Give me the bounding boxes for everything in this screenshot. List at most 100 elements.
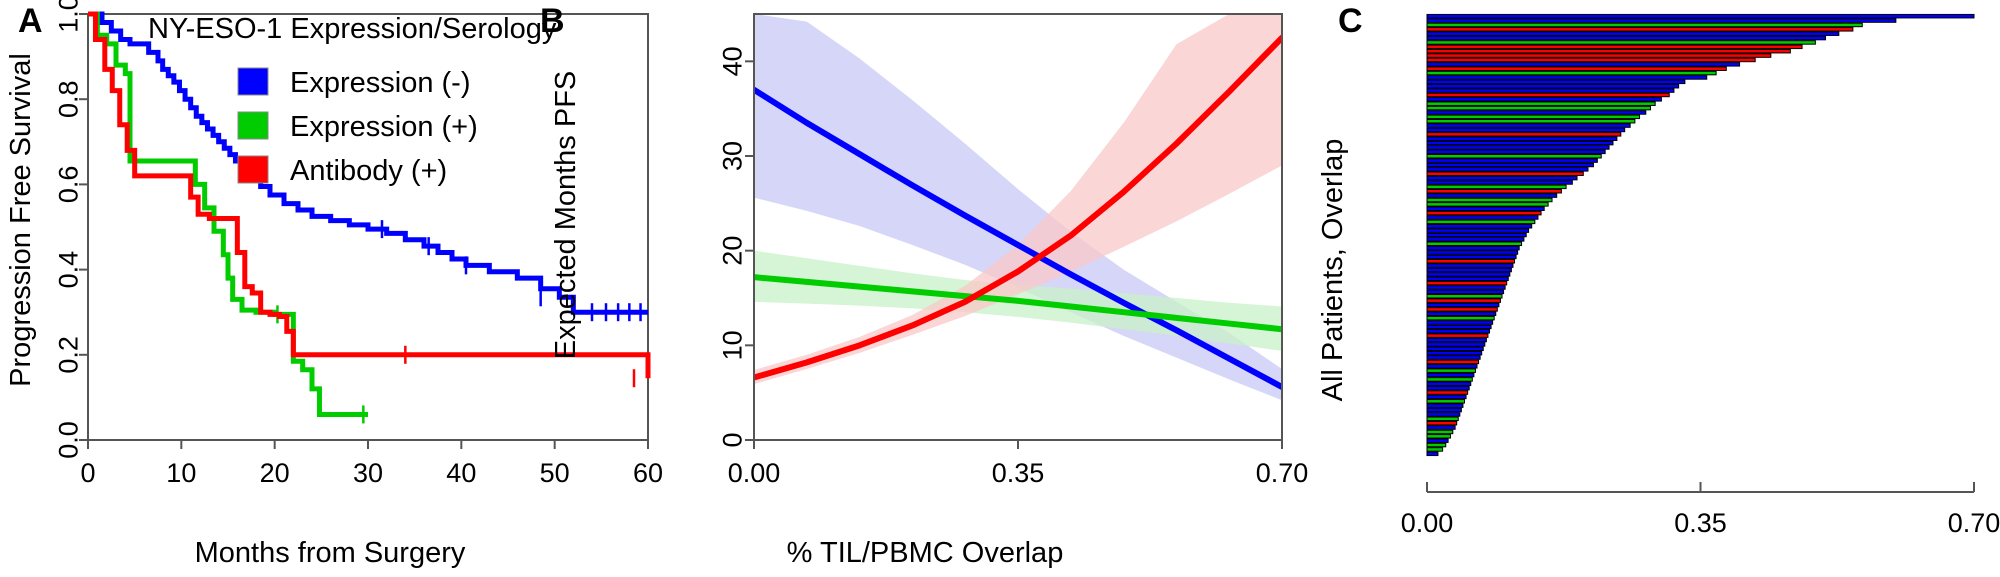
panel-a-chart: A 0.0 0.2 0.4 0.6 0.8 1.0 0 10 20 30 40 50 60 NY-ES… — [5, 0, 663, 569]
panel-c-bar — [1426, 394, 1467, 400]
panel-c-bar — [1426, 237, 1525, 242]
panel-c-bar — [1426, 425, 1456, 430]
panel-c-bar — [1426, 132, 1622, 137]
panel-c-bar — [1426, 188, 1562, 194]
panel-b-x-tick-labels: 0.00 0.35 0.70 — [728, 458, 1309, 488]
panel-c-bar — [1426, 105, 1651, 111]
panel-c-bar — [1426, 31, 1840, 36]
panel-c-bar — [1426, 324, 1492, 330]
panel-c-bar — [1426, 79, 1686, 85]
panel-a-legend-label-1: Expression (+) — [290, 111, 478, 143]
panel-c-bar — [1426, 184, 1567, 190]
panel-c-bar — [1426, 381, 1472, 387]
panel-a-y-tick-3: 0.6 — [53, 166, 83, 204]
panel-c-y-axis-title: All Patients, Overlap — [1317, 139, 1349, 402]
panel-a-x-tick-6: 60 — [633, 458, 663, 488]
panel-c-bar — [1426, 35, 1827, 41]
panel-c-bars — [1426, 13, 1975, 457]
panel-b-y-tick-2: 20 — [717, 236, 747, 266]
panel-c-bar — [1426, 114, 1641, 120]
panel-a-x-tick-2: 20 — [260, 458, 290, 488]
panel-a-legend-label-2: Antibody (+) — [290, 155, 447, 187]
panel-c-bar — [1426, 197, 1553, 203]
panel-c-bar — [1426, 407, 1462, 413]
panel-c-bar — [1426, 210, 1542, 216]
panel-c-bar — [1426, 250, 1519, 255]
panel-c-bar — [1426, 267, 1512, 273]
panel-c-bar — [1426, 223, 1533, 229]
panel-c-bar — [1426, 320, 1494, 325]
panel-b-x-tick-0: 0.00 — [728, 458, 781, 488]
panel-c-bar — [1426, 342, 1486, 347]
panel-c-bar — [1426, 451, 1439, 457]
panel-c-bar — [1426, 140, 1614, 146]
panel-c-bar — [1426, 18, 1897, 23]
panel-c-bar — [1426, 228, 1530, 233]
panel-c-bar — [1426, 355, 1481, 360]
panel-a-y-tick-1: 0.2 — [53, 336, 83, 374]
panel-c-bar — [1426, 145, 1610, 150]
panel-b-y-tick-1: 10 — [717, 330, 747, 360]
panel-b-y-tick-0: 0 — [717, 432, 747, 447]
panel-c-x-tick-1: 0.35 — [1674, 508, 1727, 538]
panel-c-bar — [1426, 22, 1863, 28]
panel-b-ci-band-2 — [754, 14, 1282, 385]
panel-c-bar — [1426, 53, 1772, 58]
panel-c-bar — [1426, 272, 1511, 277]
panel-c-bar — [1426, 333, 1489, 338]
panel-a-x-tick-3: 30 — [353, 458, 383, 488]
panel-c-bar — [1426, 70, 1717, 76]
panel-b-fit-curves — [754, 34, 1282, 390]
panel-c-bar — [1426, 110, 1647, 115]
panel-letter-a: A — [18, 2, 43, 40]
panel-b-chart: B 0 10 20 30 40 0.00 0.35 0.70 % TIL/PBMC Over… — [540, 2, 1309, 569]
panel-c-bar — [1426, 180, 1573, 185]
panel-c-bar — [1426, 136, 1618, 141]
panel-c-bar — [1426, 44, 1803, 50]
panel-b-y-tick-4: 40 — [717, 46, 747, 76]
panel-c-bar — [1426, 241, 1523, 247]
panel-c-bar — [1426, 27, 1854, 32]
panel-c-bar — [1426, 149, 1606, 155]
panel-a: A 0.0 0.2 0.4 0.6 0.8 1.0 0 10 20 30 40 50 60 NY-ES… — [0, 0, 663, 577]
panel-c-bar — [1426, 276, 1509, 282]
panel-a-y-tick-2: 0.4 — [53, 251, 83, 289]
panel-c-bar — [1426, 259, 1516, 264]
panel-a-curve-1 — [88, 11, 368, 417]
panel-c-bar — [1426, 193, 1558, 198]
panel-c-bar — [1426, 62, 1741, 67]
panel-c-bar — [1426, 88, 1675, 93]
panel-c-x-tick-labels: 0.00 0.35 0.70 — [1401, 508, 2000, 538]
panel-c-bar — [1426, 346, 1484, 352]
panel-c-bar — [1426, 307, 1498, 312]
panel-c-bar — [1426, 434, 1451, 439]
panel-b-curve-1 — [754, 274, 1282, 333]
panel-c: C 0.00 0.35 0.70 All Patients, Overlap — [1290, 0, 2000, 577]
panel-c-bar — [1426, 289, 1505, 295]
panel-a-y-tick-labels: 0.0 0.2 0.4 0.6 0.8 1.0 — [53, 0, 83, 459]
panel-c-bar — [1426, 329, 1491, 334]
panel-c-bar — [1426, 254, 1517, 260]
panel-c-x-tick-2: 0.70 — [1948, 508, 2000, 538]
panel-c-bar — [1426, 153, 1602, 159]
panel-c-bar — [1426, 167, 1589, 172]
panel-c-bar — [1426, 175, 1578, 181]
panel-c-bar — [1426, 302, 1500, 308]
panel-c-chart: C 0.00 0.35 0.70 All Patients, Overlap — [1317, 2, 2000, 538]
panel-b-y-tick-labels: 0 10 20 30 40 — [717, 46, 747, 447]
panel-b: B 0 10 20 30 40 0.00 0.35 0.70 % TIL/PBMC Over… — [530, 0, 1320, 577]
panel-c-bar — [1426, 294, 1503, 299]
panel-c-bar — [1426, 447, 1444, 452]
panel-c-bar — [1426, 13, 1975, 19]
panel-a-legend-title: NY-ESO-1 Expression/Serology — [148, 13, 557, 45]
panel-a-axes — [79, 13, 649, 449]
panel-c-bar — [1426, 48, 1791, 54]
panel-c-bar — [1426, 372, 1475, 378]
panel-c-bar — [1426, 123, 1631, 128]
panel-a-x-tick-labels: 0 10 20 30 40 50 60 — [80, 458, 663, 488]
panel-c-bar — [1426, 311, 1497, 317]
panel-b-curve-2 — [754, 34, 1282, 381]
panel-c-bar — [1426, 97, 1662, 102]
panel-c-bar — [1426, 420, 1458, 426]
